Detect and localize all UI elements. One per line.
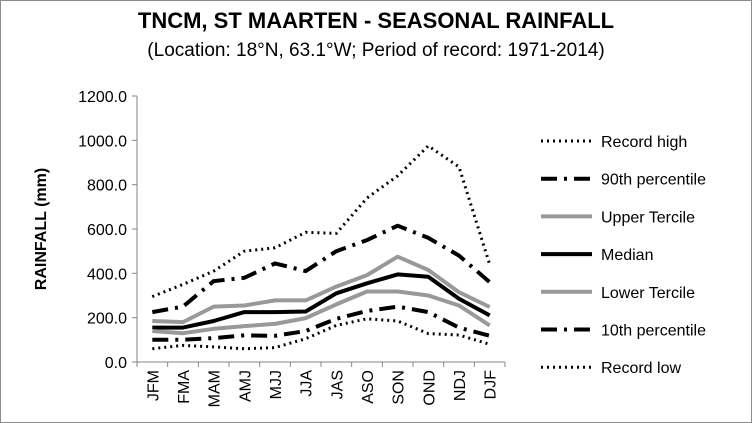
chart-title: TNCM, ST MAARTEN - SEASONAL RAINFALL (137, 8, 615, 33)
series-line-record-high (151, 144, 492, 298)
y-tick-label: 1000.0 (78, 133, 127, 150)
x-tick-label: AMJ (237, 370, 254, 402)
legend: Record high 90th percentile Upper Tercile M… (541, 134, 706, 377)
y-tick-label: 1200.0 (78, 89, 127, 106)
x-tick-label: SON (391, 370, 408, 405)
x-tick-label: NDJ (452, 370, 469, 401)
series-line-10th-percentile (152, 304, 491, 342)
y-tick-label: 400.0 (87, 266, 127, 283)
series-line-lower-tercile (152, 289, 491, 336)
series-line-record-low (152, 317, 491, 351)
x-tick-label: ASO (360, 370, 377, 404)
legend-label: Median (601, 247, 653, 264)
y-tick-label: 200.0 (87, 311, 127, 328)
y-axis: 0.0 200.0 400.0 600.0 800.0 1000.0 1200.0 (78, 89, 137, 372)
x-tick-label: FMA (176, 370, 193, 404)
legend-label: Record high (601, 134, 687, 151)
series-line-upper-tercile (152, 254, 491, 325)
y-tick-label: 800.0 (87, 178, 127, 195)
legend-label: Lower Tercile (601, 285, 695, 302)
x-tick-label: MJJ (268, 370, 285, 399)
y-tick-label: 600.0 (87, 222, 127, 239)
y-axis-label: RAINFALL (mm) (33, 168, 50, 290)
legend-label: Upper Tercile (601, 209, 695, 226)
legend-label: 90th percentile (601, 172, 706, 189)
x-axis: JFM FMA MAM AMJ MJJ JJA JAS ASO SON OND NDJ DJF (136, 362, 506, 407)
y-tick-label: 0.0 (105, 355, 127, 372)
x-tick-label: JFM (145, 370, 162, 401)
series-lines (151, 144, 492, 351)
x-tick-label: DJF (483, 370, 500, 400)
x-tick-label: JJA (299, 370, 316, 397)
x-tick-label: OND (421, 370, 438, 406)
series-line-90th-percentile (151, 223, 492, 315)
chart-subtitle: (Location: 18°N, 63.1°W; Period of recor… (147, 40, 605, 61)
x-tick-label: MAM (207, 370, 224, 407)
x-tick-label: JAS (329, 370, 346, 399)
legend-label: 10th percentile (601, 323, 706, 340)
series-line-median (152, 272, 491, 330)
legend-label: Record low (601, 360, 681, 377)
